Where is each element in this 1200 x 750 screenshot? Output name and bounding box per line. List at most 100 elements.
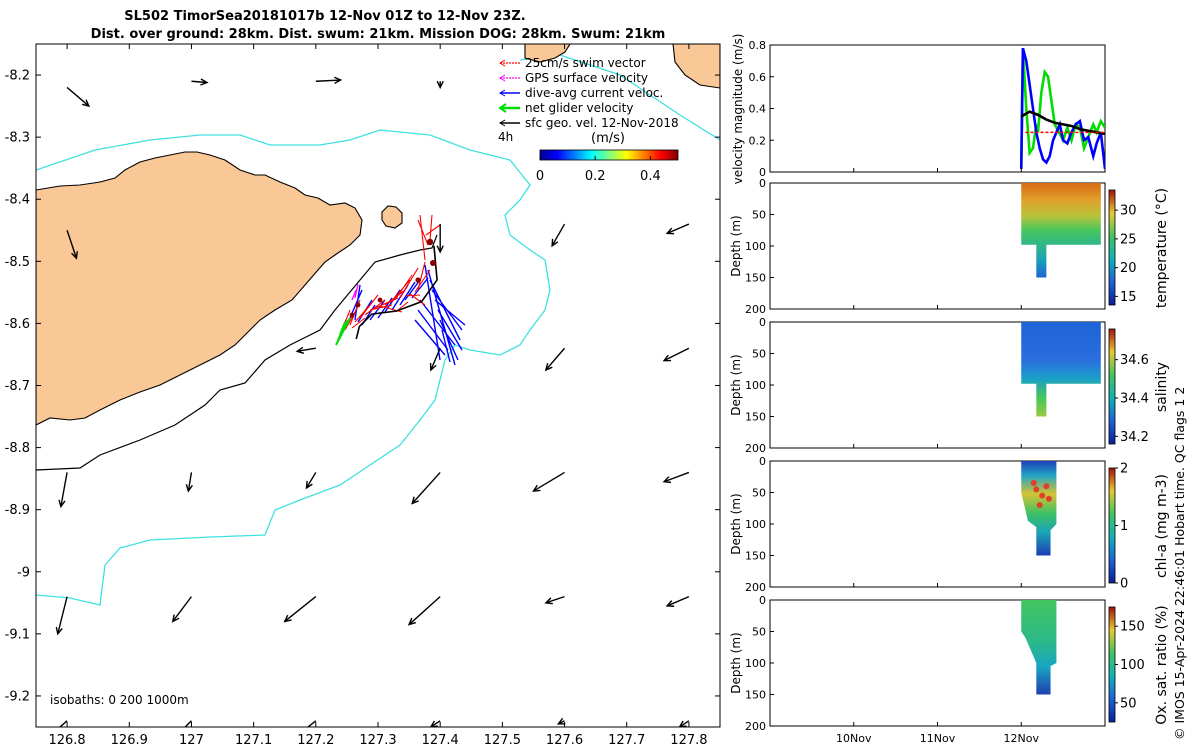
map-y-tick-label: -8.9: [5, 503, 30, 518]
velocity-panel: 0 0.2 0.4 0.6 0.8 velocity magnitude (m/s): [731, 34, 1106, 185]
section-panel-oxygen: 0 50 100 150 200 Depth (m) 50 100 150 Ox. sat. ra…: [729, 594, 1170, 733]
section-y-tick-label: 200: [745, 581, 766, 594]
map-x-tick-label: 127.7: [608, 733, 645, 748]
section-y-tick-label: 50: [752, 209, 766, 222]
geo-vector: [58, 472, 68, 509]
map-x-tick-label: 127.1: [235, 733, 272, 748]
section-colorbar: [1108, 189, 1116, 306]
isobath-200m: [36, 234, 438, 471]
geo-vector: [66, 86, 91, 108]
geo-vector: [295, 346, 316, 354]
map-x-tick-label: 127: [179, 733, 204, 748]
map-x-ticks: 126.8 126.9 127 127.1 127.2 127.3 127.4 127.5 12…: [48, 44, 708, 748]
oxygen-section-data: [1021, 600, 1057, 695]
land-northeast: [672, 44, 720, 89]
section-y-tick-label: 100: [745, 657, 766, 670]
geo-vector: [305, 472, 317, 490]
section-colorbar-tick-label: 34.6: [1120, 353, 1149, 368]
geo-vector: [407, 596, 441, 626]
land-main-island: [36, 151, 363, 426]
section-colorbar-tick-label: 100: [1120, 658, 1145, 673]
section-colorbar-tick-label: 1: [1120, 519, 1128, 534]
section-y-tick-label: 150: [745, 689, 766, 702]
chla-max-point: [1030, 480, 1037, 487]
section-colorbar-tick-label: 2: [1120, 462, 1128, 477]
section-colorbar: [1108, 467, 1116, 584]
speed-colorbar-tick-label: 0.4: [640, 169, 661, 184]
section-y-tick-label: 50: [752, 348, 766, 361]
geo-vector: [283, 596, 317, 623]
velocity-y-tick-label: 0.4: [749, 103, 767, 116]
svg-text:dive-avg current veloc.: dive-avg current veloc.: [525, 86, 663, 100]
section-y-tick-label: 200: [745, 442, 766, 455]
section-colorbar-tick-label: 0: [1120, 577, 1128, 592]
map-x-tick-label: 127.2: [297, 733, 334, 748]
map-y-tick-label: -8.3: [5, 131, 30, 146]
geo-vector: [191, 78, 209, 86]
section-y-tick-label: 0: [759, 455, 766, 468]
geo-vector: [551, 223, 566, 248]
section-colorbar-label: Ox. sat. ratio (%): [1154, 605, 1170, 724]
geo-vector: [430, 720, 441, 727]
section-x-ticks: 10Nov 11Nov 12Nov: [836, 732, 1039, 745]
section-x-tick-label: 11Nov: [920, 732, 956, 745]
svg-text:sfc geo. vel. 12-Nov-2018: sfc geo. vel. 12-Nov-2018: [525, 116, 679, 130]
geo-vector: [662, 471, 690, 484]
section-ylabel: Depth (m): [729, 354, 743, 415]
section-panel-salinity: 0 50 100 150 200 Depth (m) 34.2 34.4 34.6 salinit…: [729, 316, 1170, 455]
map-x-tick-label: 127.4: [422, 733, 459, 748]
map-y-ticks: -8.2 -8.3 -8.4 -8.5 -8.6 -8.7 -8.8 -8.9 -9 -9.1 -9…: [5, 69, 720, 704]
isobaths-label: isobaths: 0 200 1000m: [50, 693, 189, 707]
glider-vectors: [335, 214, 466, 366]
title-line-1: SL502 TimorSea20181017b 12-Nov 01Z to 12…: [124, 9, 525, 24]
chla-max-point: [1039, 492, 1046, 499]
geo-vector: [66, 230, 79, 260]
section-colorbar-tick-label: 34.2: [1120, 430, 1149, 445]
map-y-tick-label: -9.2: [5, 689, 30, 704]
section-colorbar-tick-label: 34.4: [1120, 392, 1149, 407]
speed-colorbar-tick-label: 0: [536, 169, 544, 184]
salinity-section-data: [1021, 322, 1101, 417]
legend-item-net: net glider velocity: [498, 101, 633, 115]
velocity-y-ticks: 0 0.2 0.4 0.6 0.8: [749, 39, 1022, 179]
section-colorbar-tick-label: 25: [1120, 232, 1137, 247]
section-y-tick-label: 100: [745, 240, 766, 253]
section-y-tick-label: 100: [745, 379, 766, 392]
map-x-tick-label: 127.5: [484, 733, 521, 748]
chla-max-point: [1045, 495, 1052, 502]
section-colorbar-tick-label: 50: [1120, 696, 1137, 711]
geo-vector: [556, 717, 566, 725]
section-y-tick-label: 0: [759, 594, 766, 607]
geo-vector: [544, 595, 565, 605]
map-x-tick-label: 126.8: [48, 733, 85, 748]
svg-text:GPS surface velocity: GPS surface velocity: [525, 71, 648, 85]
geo-vector: [678, 720, 690, 727]
velocity-ylabel: velocity magnitude (m/s): [731, 34, 745, 185]
geo-vector: [171, 596, 193, 623]
geo-vector: [411, 471, 441, 505]
geo-vector: [306, 720, 317, 727]
legend-item-gps: GPS surface velocity: [499, 71, 648, 85]
section-y-tick-label: 200: [745, 303, 766, 316]
section-y-tick-label: 150: [745, 411, 766, 424]
section-y-tick-label: 50: [752, 626, 766, 639]
chla-max-point: [1036, 502, 1043, 509]
section-y-tick-label: 150: [745, 272, 766, 285]
geo-vectors: [55, 76, 690, 727]
section-x-tick-label: 10Nov: [836, 732, 872, 745]
section-colorbar-label: temperature (°C): [1154, 188, 1170, 308]
section-colorbar-tick-label: 20: [1120, 261, 1137, 276]
title-line-2: Dist. over ground: 28km. Dist. swum: 21k…: [91, 27, 666, 42]
section-y-tick-label: 200: [745, 720, 766, 733]
isobath-1000m: [36, 129, 551, 606]
geo-vector: [429, 347, 441, 372]
geo-vector: [315, 76, 343, 84]
section-ylabel: Depth (m): [729, 493, 743, 554]
colorbar-unit: (m/s): [591, 131, 625, 146]
section-colorbar-label: chl-a (mg m-3): [1154, 474, 1170, 578]
velocity-series-line: [1020, 110, 1105, 136]
map-panel: -8.2 -8.3 -8.4 -8.5 -8.6 -8.7 -8.8 -8.9 -9 -9.1 -9…: [5, 43, 721, 748]
map-y-tick-label: -9.1: [5, 627, 30, 642]
